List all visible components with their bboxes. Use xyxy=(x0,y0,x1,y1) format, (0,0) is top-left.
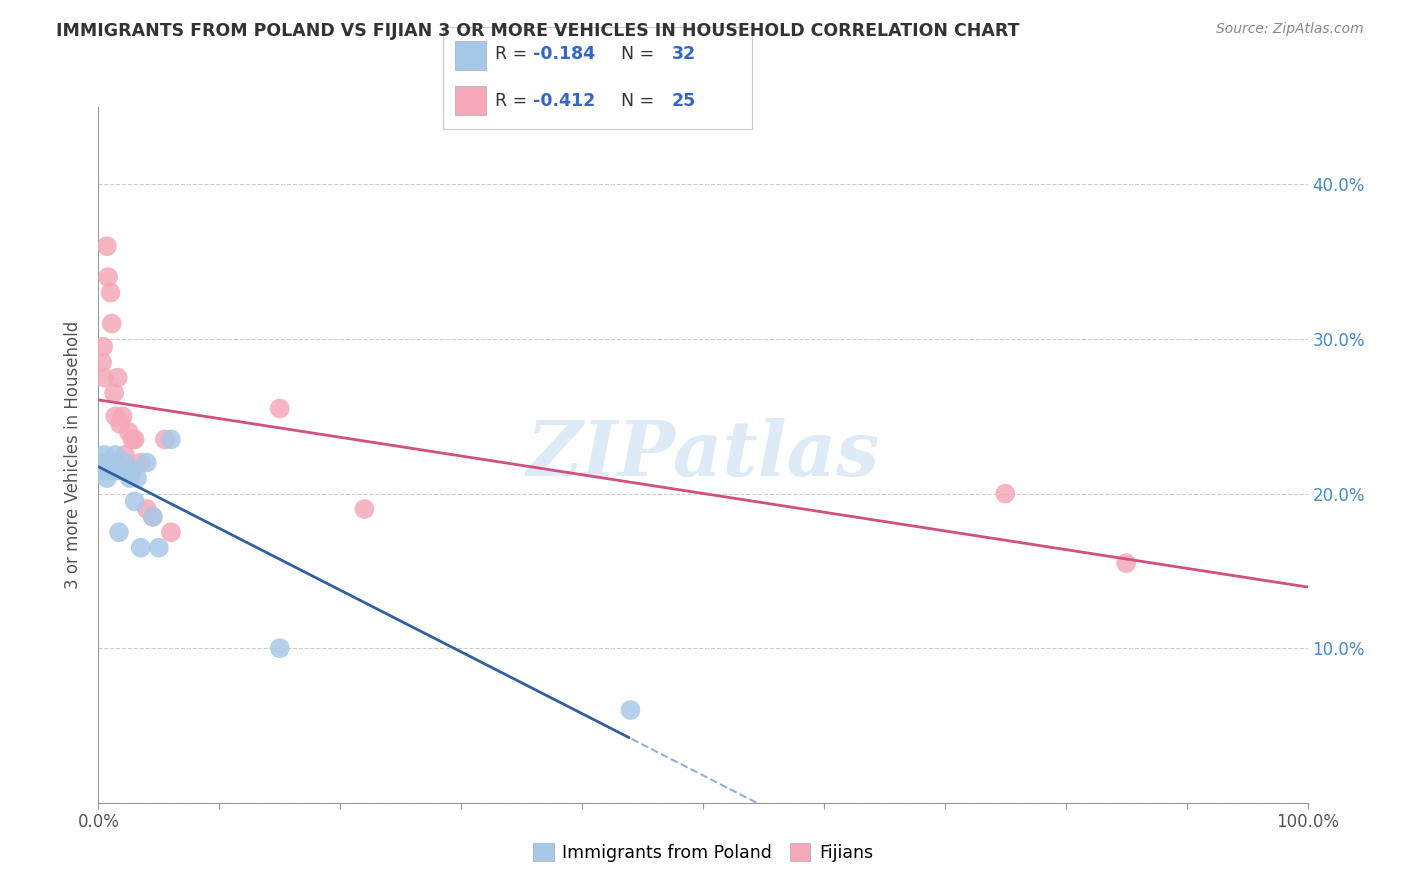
Point xyxy=(269,641,291,656)
Point xyxy=(105,463,128,477)
Point xyxy=(148,541,170,555)
Point xyxy=(108,463,131,477)
Point xyxy=(160,433,183,447)
Point xyxy=(127,471,149,485)
Text: N =: N = xyxy=(610,92,659,110)
Point xyxy=(97,456,120,470)
Point xyxy=(108,417,131,431)
Point xyxy=(91,355,114,369)
Point xyxy=(353,502,375,516)
Point xyxy=(107,463,129,477)
Point xyxy=(100,317,122,331)
Text: 32: 32 xyxy=(672,45,696,63)
Text: -0.412: -0.412 xyxy=(533,92,595,110)
Point xyxy=(103,456,125,470)
Point xyxy=(129,541,152,555)
Point xyxy=(118,471,141,485)
Point xyxy=(103,386,125,401)
FancyBboxPatch shape xyxy=(456,87,486,115)
Point xyxy=(117,463,139,477)
FancyBboxPatch shape xyxy=(456,41,486,70)
Legend: Immigrants from Poland, Fijians: Immigrants from Poland, Fijians xyxy=(524,835,882,871)
Point xyxy=(108,525,131,540)
Point xyxy=(93,370,115,384)
Point xyxy=(121,463,143,477)
Text: N =: N = xyxy=(610,45,659,63)
Point xyxy=(114,456,136,470)
Point xyxy=(1115,556,1137,570)
Point xyxy=(142,509,165,524)
Text: 25: 25 xyxy=(672,92,696,110)
Point xyxy=(105,456,128,470)
Text: -0.184: -0.184 xyxy=(533,45,595,63)
Point xyxy=(129,456,152,470)
Point xyxy=(135,456,157,470)
Point xyxy=(100,456,122,470)
Point xyxy=(121,433,143,447)
Point xyxy=(124,433,146,447)
Point xyxy=(135,502,157,516)
Text: R =: R = xyxy=(495,45,533,63)
Y-axis label: 3 or more Vehicles in Household: 3 or more Vehicles in Household xyxy=(65,321,83,589)
Point xyxy=(104,409,127,424)
Point xyxy=(114,448,136,462)
Point xyxy=(93,448,115,462)
Point xyxy=(994,486,1017,500)
Text: ZIPatlas: ZIPatlas xyxy=(526,418,880,491)
Point xyxy=(142,509,165,524)
Point xyxy=(91,463,114,477)
Point xyxy=(107,370,129,384)
Point xyxy=(101,463,124,477)
Point xyxy=(94,463,117,477)
Point xyxy=(153,433,176,447)
Point xyxy=(124,494,146,508)
Point xyxy=(96,471,118,485)
Point xyxy=(118,425,141,439)
Point xyxy=(97,463,120,477)
Point xyxy=(619,703,641,717)
Point xyxy=(160,525,183,540)
Point xyxy=(91,456,114,470)
Text: Source: ZipAtlas.com: Source: ZipAtlas.com xyxy=(1216,22,1364,37)
Point xyxy=(91,340,114,354)
Point xyxy=(111,463,134,477)
Point xyxy=(97,270,120,285)
Point xyxy=(104,448,127,462)
Point xyxy=(100,463,122,477)
Text: IMMIGRANTS FROM POLAND VS FIJIAN 3 OR MORE VEHICLES IN HOUSEHOLD CORRELATION CHA: IMMIGRANTS FROM POLAND VS FIJIAN 3 OR MO… xyxy=(56,22,1019,40)
Point xyxy=(98,463,121,477)
Point xyxy=(111,409,134,424)
Point xyxy=(100,285,122,300)
Point xyxy=(96,239,118,253)
Point xyxy=(269,401,291,416)
Text: R =: R = xyxy=(495,92,533,110)
